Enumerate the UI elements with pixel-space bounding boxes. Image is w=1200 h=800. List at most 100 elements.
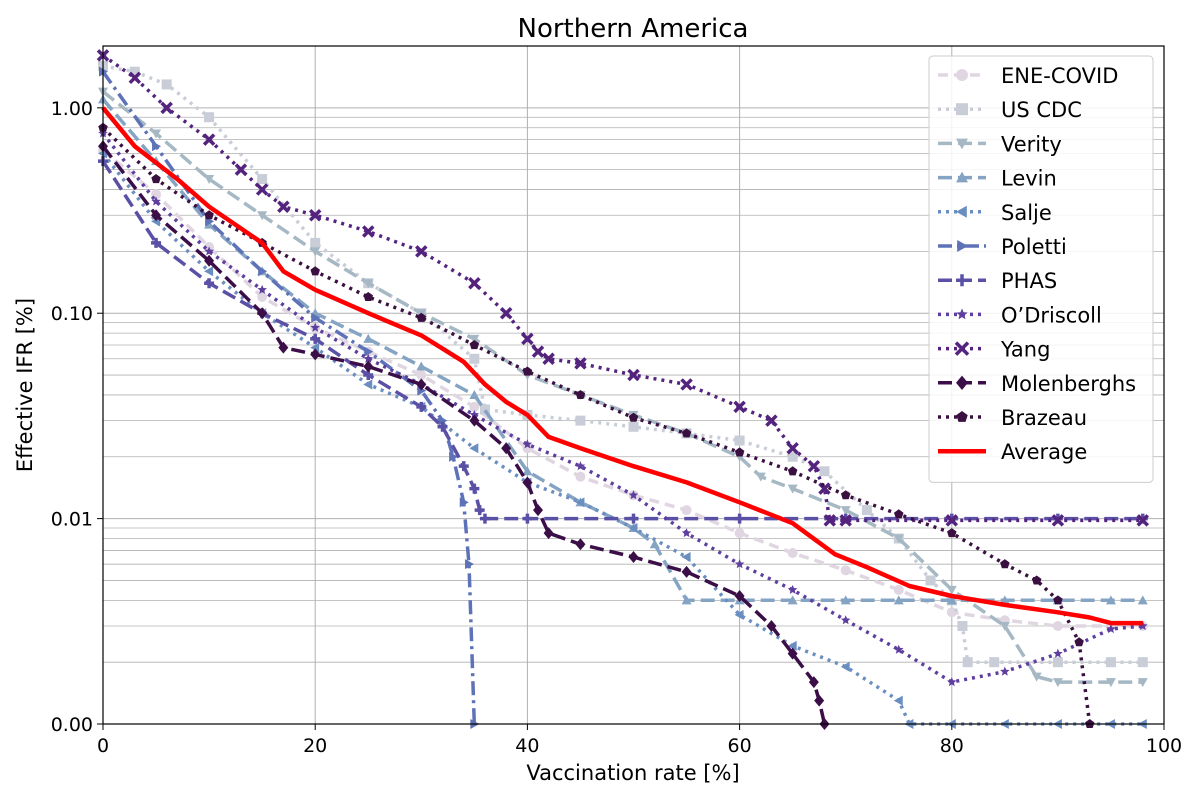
- data-point: [204, 254, 215, 267]
- data-point: [649, 539, 660, 549]
- data-point: [628, 490, 639, 500]
- data-point: [755, 472, 766, 482]
- x-tick-label: 40: [515, 735, 539, 757]
- data-point: [310, 322, 320, 332]
- data-point: [531, 345, 545, 358]
- series-line: [101, 145, 827, 725]
- data-point: [893, 509, 904, 519]
- data-point: [362, 225, 375, 238]
- data-point: [469, 340, 480, 350]
- data-point: [575, 538, 586, 551]
- data-point: [1031, 575, 1042, 585]
- data-point: [787, 484, 798, 494]
- data-point: [575, 471, 586, 482]
- series-poletti: [99, 66, 480, 729]
- data-point: [468, 276, 481, 290]
- data-point: [840, 565, 851, 576]
- legend-item: PHAS: [938, 269, 1057, 293]
- data-point: [204, 246, 214, 256]
- data-point: [257, 307, 268, 320]
- data-point: [364, 346, 374, 357]
- x-tick-label: 80: [940, 735, 964, 757]
- data-point: [1053, 648, 1063, 658]
- data-point: [1105, 657, 1116, 668]
- plot-frame: [102, 45, 1165, 725]
- data-point: [628, 421, 639, 432]
- data-point: [204, 266, 214, 277]
- data-point: [152, 141, 162, 152]
- legend-label: Salje: [1001, 201, 1052, 225]
- x-tick-label: 20: [303, 735, 327, 757]
- data-point: [469, 334, 480, 344]
- data-point: [257, 211, 268, 221]
- data-point: [575, 389, 586, 399]
- data-point: [469, 409, 480, 419]
- data-point: [499, 306, 513, 320]
- data-point: [310, 342, 320, 353]
- data-point: [469, 401, 480, 412]
- data-point: [840, 595, 851, 605]
- data-point: [1137, 595, 1148, 605]
- data-point: [449, 451, 459, 462]
- data-point: [840, 490, 851, 500]
- legend-label: O’Driscoll: [1001, 303, 1102, 327]
- legend-marker: [956, 69, 968, 81]
- data-point: [310, 333, 321, 344]
- data-point: [680, 378, 693, 391]
- data-point: [999, 595, 1010, 605]
- data-point: [575, 461, 586, 471]
- data-point: [465, 559, 475, 570]
- data-point: [947, 528, 957, 538]
- legend-item: Molenberghs: [938, 372, 1136, 396]
- data-point: [787, 451, 798, 462]
- data-point: [257, 291, 268, 302]
- data-point: [310, 266, 320, 276]
- data-point: [627, 368, 640, 382]
- data-point: [202, 133, 216, 146]
- legend-item: ENE-COVID: [938, 64, 1118, 88]
- data-point: [734, 513, 745, 524]
- data-point: [204, 210, 214, 220]
- data-point: [151, 196, 161, 206]
- legend-box: [928, 55, 1154, 483]
- data-point: [416, 312, 427, 322]
- data-point: [459, 497, 469, 508]
- data-point: [787, 640, 797, 651]
- data-point: [1000, 559, 1010, 569]
- legend-marker: [956, 375, 968, 390]
- data-point: [681, 528, 692, 538]
- data-point: [840, 661, 850, 672]
- data-point: [204, 112, 215, 123]
- data-point: [522, 476, 533, 489]
- data-point: [151, 174, 161, 184]
- data-point: [628, 523, 638, 534]
- data-point: [501, 442, 512, 455]
- data-point: [416, 401, 427, 412]
- series-line: [101, 106, 1143, 626]
- data-point: [542, 352, 555, 366]
- data-point: [204, 278, 215, 289]
- legend-marker: [956, 138, 968, 150]
- data-point: [160, 101, 173, 115]
- data-point: [574, 357, 587, 370]
- data-point: [257, 174, 268, 185]
- legend-label: Poletti: [1001, 235, 1067, 259]
- legend-label: US CDC: [1001, 98, 1082, 122]
- data-point: [628, 551, 639, 564]
- legend-item: Verity: [938, 132, 1062, 156]
- data-point: [839, 514, 852, 527]
- y-axis-label: Effective IFR [%]: [13, 298, 37, 472]
- data-point: [469, 443, 479, 454]
- data-point: [1136, 514, 1150, 527]
- series-line: [101, 70, 477, 725]
- y-tick-label: 0.10: [51, 303, 93, 325]
- data-point: [437, 421, 448, 432]
- legend-marker: [956, 205, 967, 218]
- data-point: [363, 379, 373, 390]
- data-point: [363, 353, 374, 363]
- data-point: [734, 435, 745, 446]
- data-point: [1074, 637, 1084, 647]
- data-point: [945, 514, 959, 527]
- data-point: [363, 291, 374, 302]
